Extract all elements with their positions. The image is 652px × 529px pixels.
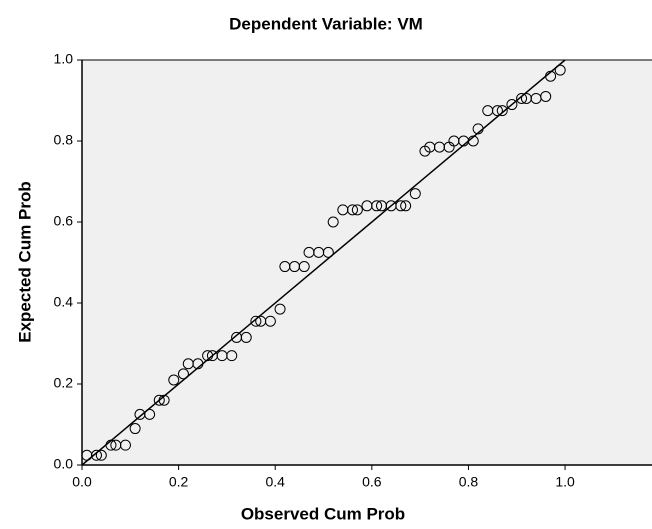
- data-point: [158, 394, 170, 406]
- data-point: [540, 90, 552, 102]
- data-point: [395, 200, 407, 212]
- chart-title: Dependent Variable: VM: [229, 14, 423, 33]
- data-point: [144, 408, 156, 420]
- y-tick-label: 1.0: [54, 51, 74, 67]
- data-point: [153, 394, 165, 406]
- y-tick-label: 0.4: [54, 294, 74, 310]
- x-tick-label: 0.6: [362, 474, 382, 490]
- data-point: [168, 374, 180, 386]
- x-tick-label: 0.2: [169, 474, 189, 490]
- data-point: [226, 350, 238, 362]
- reference-line: [81, 59, 566, 466]
- x-tick-label: 0.4: [265, 474, 285, 490]
- data-point: [202, 350, 214, 362]
- data-point: [496, 105, 508, 117]
- data-point: [516, 92, 528, 104]
- x-axis-label: Observed Cum Prob: [241, 504, 405, 523]
- plot-area: [82, 60, 652, 465]
- data-point: [250, 315, 262, 327]
- data-point: [95, 449, 107, 461]
- y-tick-label: 0.8: [54, 132, 74, 148]
- data-point: [90, 449, 102, 461]
- data-point: [240, 331, 252, 343]
- data-point: [264, 315, 276, 327]
- data-point: [554, 64, 566, 76]
- data-point: [274, 303, 286, 315]
- data-point: [177, 368, 189, 380]
- data-point: [472, 123, 484, 135]
- data-point: [545, 70, 557, 82]
- x-tick-label: 0.0: [72, 474, 92, 490]
- data-point: [409, 188, 421, 200]
- data-point: [351, 204, 363, 216]
- y-axis-label: Expected Cum Prob: [15, 181, 34, 343]
- y-tick-label: 0.2: [54, 375, 74, 391]
- x-tick-label: 1.0: [555, 474, 575, 490]
- data-point: [192, 358, 204, 370]
- data-point: [371, 200, 383, 212]
- data-point: [119, 439, 131, 451]
- data-point: [327, 216, 339, 228]
- y-tick-label: 0.6: [54, 213, 74, 229]
- data-point: [322, 246, 334, 258]
- data-point: [347, 204, 359, 216]
- data-point: [400, 200, 412, 212]
- data-point: [298, 261, 310, 273]
- x-tick-label: 0.8: [459, 474, 479, 490]
- data-point: [129, 423, 141, 435]
- y-tick-label: 0.0: [54, 456, 74, 472]
- data-point: [491, 105, 503, 117]
- data-point: [105, 439, 117, 451]
- data-point: [467, 135, 479, 147]
- data-point: [506, 99, 518, 111]
